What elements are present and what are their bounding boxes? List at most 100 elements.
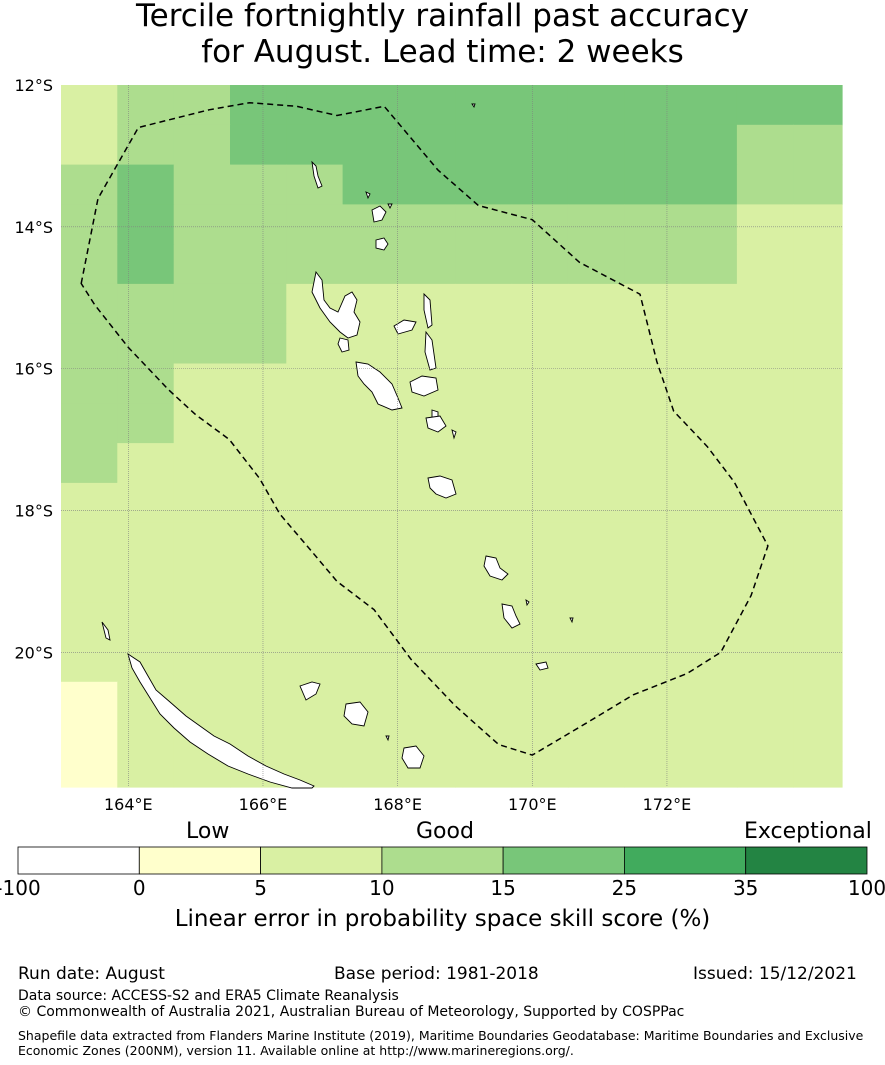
skill-cell <box>455 363 513 404</box>
skill-cell <box>342 642 400 683</box>
skill-cell <box>511 602 569 643</box>
skill-cell <box>173 403 231 444</box>
colorbar-head-good: Good <box>416 819 474 844</box>
island-mare <box>401 745 425 769</box>
skill-cell <box>286 363 344 404</box>
colorbar-bin <box>260 846 383 875</box>
lat-tick-label: 14°S <box>14 218 53 237</box>
skill-cell <box>286 403 344 444</box>
skill-cell <box>736 283 794 325</box>
skill-cell <box>230 283 287 325</box>
skill-cell <box>736 85 794 126</box>
skill-cell <box>286 443 344 484</box>
skill-cell <box>399 164 456 205</box>
skill-cell <box>793 283 843 325</box>
skill-cell <box>61 323 118 365</box>
skill-cell <box>230 482 287 524</box>
skill-cell <box>117 602 175 643</box>
island-tiga <box>385 735 390 742</box>
island-gaua <box>371 205 387 223</box>
skill-cell <box>793 403 843 444</box>
skill-cell <box>793 164 843 205</box>
skill-cell <box>793 681 843 723</box>
skill-cell <box>399 443 456 484</box>
skill-cell <box>736 164 794 205</box>
skill-cell <box>117 164 175 205</box>
skill-cell <box>455 443 513 484</box>
skill-cell <box>61 164 118 205</box>
skill-cell <box>61 85 118 126</box>
island-ouvea <box>299 681 321 701</box>
skill-cell <box>624 204 682 245</box>
skill-cell <box>230 642 287 683</box>
skill-cell <box>680 642 738 683</box>
island-belep <box>101 621 111 641</box>
skill-cell <box>680 602 738 643</box>
skill-cell <box>342 244 400 285</box>
skill-cell <box>680 124 738 166</box>
skill-cell <box>736 443 794 484</box>
island-malo <box>337 337 350 353</box>
skill-cell <box>567 602 625 643</box>
skill-cell <box>342 562 400 603</box>
island-malekula <box>355 361 403 411</box>
skill-cell <box>680 204 738 245</box>
skill-cell <box>399 204 456 245</box>
colorbar-tick-label: 15 <box>490 876 516 900</box>
skill-cell <box>61 562 118 603</box>
skill-cell <box>567 482 625 524</box>
latitude-labels: 12°S 14°S 16°S 18°S 20°S <box>14 76 53 662</box>
island-ambrym <box>409 375 439 397</box>
skill-cell <box>117 363 175 404</box>
island-new-caledonia <box>127 652 315 789</box>
land-outlines <box>101 103 574 789</box>
skill-cell <box>173 562 231 603</box>
lon-tick-label: 168°E <box>373 795 422 814</box>
skill-cell <box>286 602 344 643</box>
skill-cell <box>624 124 682 166</box>
map-gridlines <box>61 85 842 787</box>
skill-cell <box>511 443 569 484</box>
longitude-labels: 164°E 166°E 168°E 170°E 172°E <box>104 795 691 814</box>
island-erromango <box>483 555 509 581</box>
colorbar-tick-label: 35 <box>732 876 759 900</box>
skill-cell <box>286 642 344 683</box>
skill-cell <box>736 124 794 166</box>
skill-cell <box>624 244 682 285</box>
skill-cell <box>342 761 400 788</box>
island-tanna <box>501 603 521 629</box>
skill-cell <box>511 681 569 723</box>
skill-cell <box>793 244 843 285</box>
skill-cell <box>173 642 231 683</box>
skill-cell <box>455 403 513 444</box>
skill-cell <box>455 522 513 564</box>
skill-cell <box>736 721 794 762</box>
skill-cell <box>230 164 287 205</box>
skill-cell <box>455 681 513 723</box>
chart-title-line1: Tercile fortnightly rainfall past accura… <box>135 0 750 34</box>
skill-cell <box>624 721 682 762</box>
skill-cell <box>511 482 569 524</box>
skill-cell <box>793 124 843 166</box>
colorbar-bin <box>502 846 625 875</box>
skill-cell <box>286 721 344 762</box>
island-efate <box>427 475 457 499</box>
skill-cell <box>624 642 682 683</box>
skill-cell <box>511 721 569 762</box>
skill-cell <box>736 681 794 723</box>
skill-cell <box>567 562 625 603</box>
footer-base-period: Base period: 1981-2018 <box>334 964 539 984</box>
skill-cell <box>117 283 175 325</box>
skill-cell <box>624 363 682 404</box>
skill-cell <box>680 681 738 723</box>
skill-cell <box>286 323 344 365</box>
skill-cell <box>342 602 400 643</box>
skill-cell <box>342 85 400 126</box>
skill-cell <box>399 85 456 126</box>
skill-cell <box>455 761 513 788</box>
skill-cell <box>117 85 175 126</box>
skill-cell <box>793 323 843 365</box>
skill-cell <box>567 244 625 285</box>
skill-cell <box>736 761 794 788</box>
skill-cell <box>173 204 231 245</box>
